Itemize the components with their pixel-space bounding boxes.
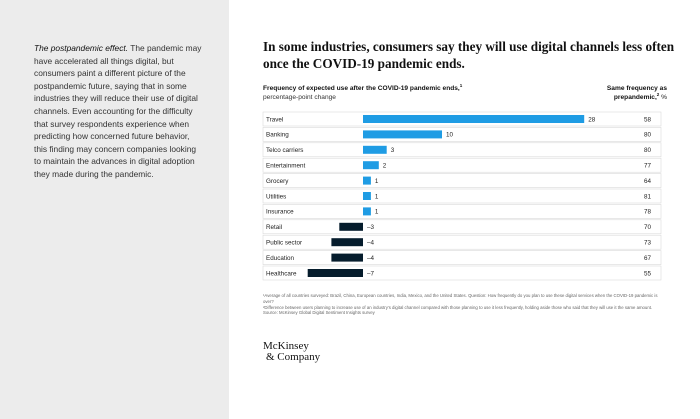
row-frame: [262, 173, 662, 188]
category-label: Insurance: [266, 209, 294, 216]
category-label: Grocery: [266, 178, 289, 185]
bar: [363, 192, 371, 200]
value-label: 28: [588, 116, 596, 123]
bar: [339, 222, 363, 231]
row-frame: [262, 157, 662, 173]
category-label: Public sector: [266, 240, 302, 247]
category-label: Education: [266, 255, 295, 262]
footnote-source: Source: McKinsey Global Digital Sentimen…: [263, 310, 375, 316]
row-frame: [262, 142, 662, 158]
bar: [363, 145, 387, 154]
same-frequency-value: 70: [644, 224, 652, 231]
mckinsey-logo: McKinsey & Company: [263, 341, 320, 363]
footnotes: ¹Average of all countries surveyed: Braz…: [263, 293, 661, 316]
value-label: –4: [367, 240, 375, 247]
row-frame: [262, 111, 662, 127]
left-column-header: Frequency of expected use after the COVI…: [263, 82, 493, 102]
category-label: Retail: [266, 224, 282, 231]
left-header-text: Frequency of expected use after the COVI…: [263, 85, 460, 92]
bar: [363, 161, 379, 170]
value-label: 3: [391, 147, 395, 154]
row-frame: [262, 234, 662, 250]
category-label: Healthcare: [266, 270, 297, 277]
same-frequency-value: 77: [644, 163, 652, 170]
bar: [363, 115, 585, 123]
right-column-header: Same frequency as prepandemic,2 %: [581, 84, 667, 102]
bar-chart: Travel 28 58 Banking 10 80 Telco carriers 3 80 En…: [262, 111, 662, 281]
logo-line-2: & Company: [266, 351, 321, 363]
left-header-footnote-mark: 1: [459, 82, 463, 88]
exhibit-card: In some industries, consumers say they w…: [229, 0, 700, 419]
sidebar-text: The postpandemic effect. The pandemic ma…: [34, 42, 204, 181]
sidebar-body: The pandemic may have accelerated all th…: [34, 43, 202, 179]
value-label: 10: [446, 132, 454, 139]
row-frame: [262, 265, 662, 281]
row-frame: [262, 188, 662, 204]
right-header-text: Same frequency as prepandemic,: [606, 85, 667, 101]
value-label: 1: [375, 193, 379, 200]
category-label: Travel: [266, 116, 283, 123]
bar: [331, 253, 363, 262]
right-header-footnote-mark: 2: [656, 91, 660, 97]
same-frequency-value: 73: [644, 240, 652, 247]
row-frame: [262, 127, 662, 142]
row-frame: [262, 204, 662, 219]
row-frame: [262, 250, 662, 265]
value-label: 1: [375, 178, 379, 185]
same-frequency-value: 81: [644, 193, 652, 200]
same-frequency-value: 67: [644, 255, 652, 262]
same-frequency-value: 58: [644, 116, 652, 123]
exhibit-title: In some industries, consumers say they w…: [263, 39, 675, 71]
value-label: –3: [367, 224, 375, 231]
row-frame: [262, 219, 662, 235]
category-label: Utilities: [266, 193, 286, 200]
category-label: Telco carriers: [266, 147, 303, 154]
sidebar-panel: The postpandemic effect. The pandemic ma…: [0, 0, 229, 419]
bar: [363, 176, 371, 185]
right-header-unit: %: [659, 94, 667, 101]
same-frequency-value: 64: [644, 178, 652, 185]
same-frequency-value: 80: [644, 147, 652, 154]
value-label: 2: [383, 163, 387, 170]
same-frequency-value: 80: [644, 132, 652, 139]
same-frequency-value: 78: [644, 209, 652, 216]
left-header-unit: percentage-point change: [263, 94, 336, 101]
bar: [331, 238, 363, 247]
value-label: –4: [367, 255, 375, 262]
category-label: Entertainment: [266, 163, 305, 170]
bar: [363, 207, 371, 216]
footnote-1: ¹Average of all countries surveyed: Braz…: [263, 293, 658, 304]
value-label: –7: [367, 270, 375, 277]
category-label: Banking: [266, 132, 289, 139]
logo-line-1: McKinsey: [263, 340, 309, 352]
bar: [307, 269, 363, 277]
footnote-2: ²Difference between users planning to in…: [263, 304, 653, 310]
bar: [363, 130, 442, 139]
same-frequency-value: 55: [644, 270, 652, 277]
sidebar-lead: The postpandemic effect.: [34, 43, 129, 53]
value-label: 1: [375, 209, 379, 216]
